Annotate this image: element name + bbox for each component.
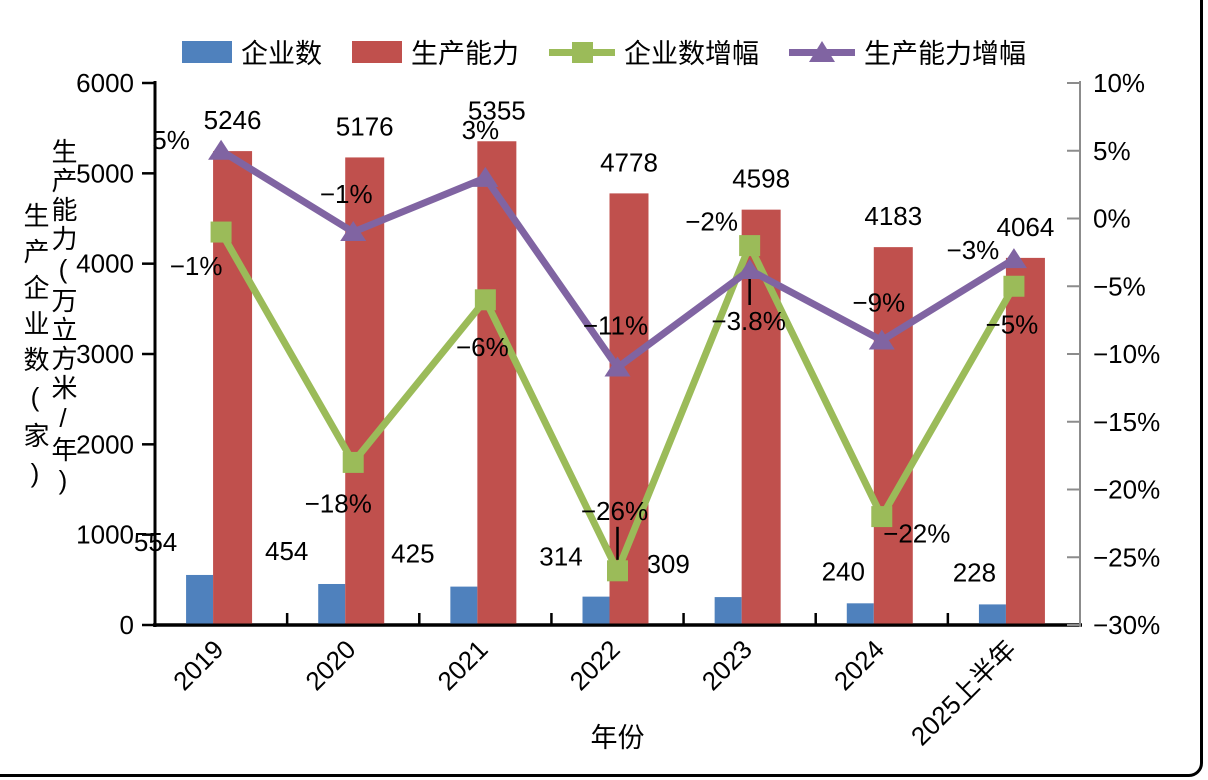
x-axis-category-label: 2020 — [299, 634, 361, 696]
enterprise-count-data-label: 309 — [646, 549, 689, 579]
enterprise-count-growth-marker-2022 — [607, 560, 628, 582]
production-capacity-data-label: 5246 — [204, 105, 262, 135]
capacity-growth-marker-2024 — [868, 329, 895, 350]
capacity-growth-marker-2021 — [472, 166, 499, 187]
triangle-marker-icon — [809, 40, 835, 62]
production-capacity-data-label: 5355 — [468, 95, 526, 125]
y-axis-left-tick-label: 6000 — [76, 68, 134, 98]
enterprise-count-growth-marker-2021 — [474, 289, 496, 311]
legend-item-capacity-growth: 生产能力增幅 — [789, 32, 1026, 71]
enterprise-count-data-label: 425 — [391, 539, 434, 569]
y-axis-left-tick-label: 3000 — [76, 339, 134, 369]
enterprise-count-data-label: 314 — [539, 542, 582, 572]
enterprise-count-data-label: 454 — [265, 536, 308, 566]
x-axis-category-label: 2022 — [564, 634, 626, 696]
capacity-growth-marker-2019 — [208, 139, 235, 160]
capacity-growth-marker-2020 — [340, 221, 367, 242]
x-axis-category-label: 2024 — [828, 634, 890, 696]
production-capacity-bar-2021 — [477, 141, 517, 624]
capacity-growth-data-label: −9% — [852, 287, 905, 317]
production-capacity-swatch — [352, 40, 402, 63]
capacity-growth-swatch — [789, 40, 855, 64]
enterprise-count-growth-marker-2023 — [739, 235, 761, 257]
enterprise-count-growth-swatch — [549, 40, 615, 64]
enterprise-count-bar-2022 — [582, 596, 610, 624]
legend-label: 生产能力 — [411, 39, 519, 69]
legend-label: 企业数增幅 — [624, 39, 759, 69]
enterprise-count-bar-2024 — [846, 603, 874, 624]
enterprise-count-data-label: 240 — [822, 556, 865, 586]
legend-item-enterprise-count-growth: 企业数增幅 — [549, 32, 759, 71]
y-axis-left-tick-label: 5000 — [76, 158, 134, 188]
production-capacity-data-label: 4778 — [600, 147, 658, 177]
enterprise-count-growth-marker-2020 — [342, 451, 364, 473]
legend-label: 企业数 — [241, 39, 322, 69]
enterprise-count-growth-marker-2019 — [210, 221, 232, 243]
enterprise-count-data-label: 554 — [134, 527, 177, 557]
y-axis-left-tick-label: 0 — [120, 610, 134, 640]
enterprise-count-growth-data-label: −26% — [581, 496, 648, 526]
capacity-growth-marker-2025上半年 — [1000, 248, 1027, 269]
y-axis-right-tick-label: 10% — [1093, 68, 1145, 98]
enterprise-count-swatch — [182, 40, 232, 63]
legend: 企业数 生产能力 企业数增幅 生产能力增幅 — [0, 32, 1208, 71]
square-marker-icon — [572, 41, 593, 63]
capacity-growth-data-label: 3% — [462, 115, 500, 145]
x-axis-category-label: 2025上半年 — [905, 634, 1022, 751]
y-axis-right-tick-label: −15% — [1093, 407, 1160, 437]
production-capacity-bar-2024 — [873, 247, 913, 624]
capacity-growth-data-label: −11% — [583, 311, 648, 341]
production-capacity-data-label: 4183 — [864, 201, 922, 231]
enterprise-count-bar-2020 — [318, 583, 346, 624]
enterprise-count-growth-data-label: −1% — [170, 251, 223, 281]
capacity-growth-data-label: −1% — [320, 179, 373, 209]
y-axis-left-tick-label: 1000 — [76, 520, 134, 550]
enterprise-count-bar-2025上半年 — [978, 604, 1006, 624]
y-axis-right-tick-label: −20% — [1093, 475, 1160, 505]
y-axis-right-tick-label: −10% — [1093, 339, 1160, 369]
left-axis-title-enterprises: 生产企业数(家) — [20, 202, 50, 498]
x-axis-title: 年份 — [591, 723, 645, 753]
capacity-growth-data-label: −3% — [947, 235, 1000, 265]
enterprise-count-growth-data-label: −5% — [986, 309, 1039, 339]
x-axis-category-label: 2021 — [431, 634, 493, 696]
y-axis-left-tick-label: 4000 — [76, 249, 134, 279]
production-capacity-data-label: 4598 — [732, 164, 790, 194]
enterprise-count-growth-data-label: −2% — [685, 207, 738, 237]
enterprise-count-bar-2019 — [186, 574, 214, 624]
capacity-growth-marker-2022 — [604, 356, 631, 377]
enterprise-count-growth-data-label: −22% — [883, 519, 950, 549]
capacity-growth-data-label: 5% — [152, 125, 190, 155]
y-axis-right-tick-label: −30% — [1093, 610, 1160, 640]
production-capacity-bar-2025上半年 — [1005, 257, 1045, 624]
y-axis-right-tick-label: 5% — [1093, 136, 1131, 166]
production-capacity-data-label: 4064 — [997, 212, 1055, 242]
production-capacity-data-label: 5176 — [336, 111, 394, 141]
legend-item-production-capacity: 生产能力 — [352, 32, 519, 71]
enterprise-count-growth-marker-2025上半年 — [1003, 275, 1025, 297]
y-axis-left-tick-label: 2000 — [76, 429, 134, 459]
production-capacity-bar-2022 — [609, 193, 649, 624]
capacity-growth-marker-2023 — [736, 258, 763, 279]
x-axis-category-label: 2019 — [167, 634, 229, 696]
enterprise-count-data-label: 228 — [953, 557, 996, 587]
legend-item-enterprise-count: 企业数 — [182, 32, 322, 71]
y-axis-right-tick-label: 0% — [1093, 204, 1131, 234]
enterprise-count-growth-marker-2024 — [871, 506, 893, 528]
enterprise-count-bar-2023 — [714, 597, 742, 624]
legend-label: 生产能力增幅 — [864, 39, 1026, 69]
enterprise-count-bar-2021 — [450, 586, 478, 624]
y-axis-right-tick-label: −5% — [1093, 271, 1146, 301]
left-axis-title-capacity: 生产能力(万立方米/年) — [48, 138, 78, 498]
capacity-growth-data-label: −3.8% — [711, 306, 785, 336]
y-axis-right-tick-label: −25% — [1093, 542, 1160, 572]
enterprise-count-growth-data-label: −18% — [305, 488, 372, 518]
x-axis-category-label: 2023 — [696, 634, 758, 696]
enterprise-count-growth-data-label: −6% — [456, 332, 509, 362]
